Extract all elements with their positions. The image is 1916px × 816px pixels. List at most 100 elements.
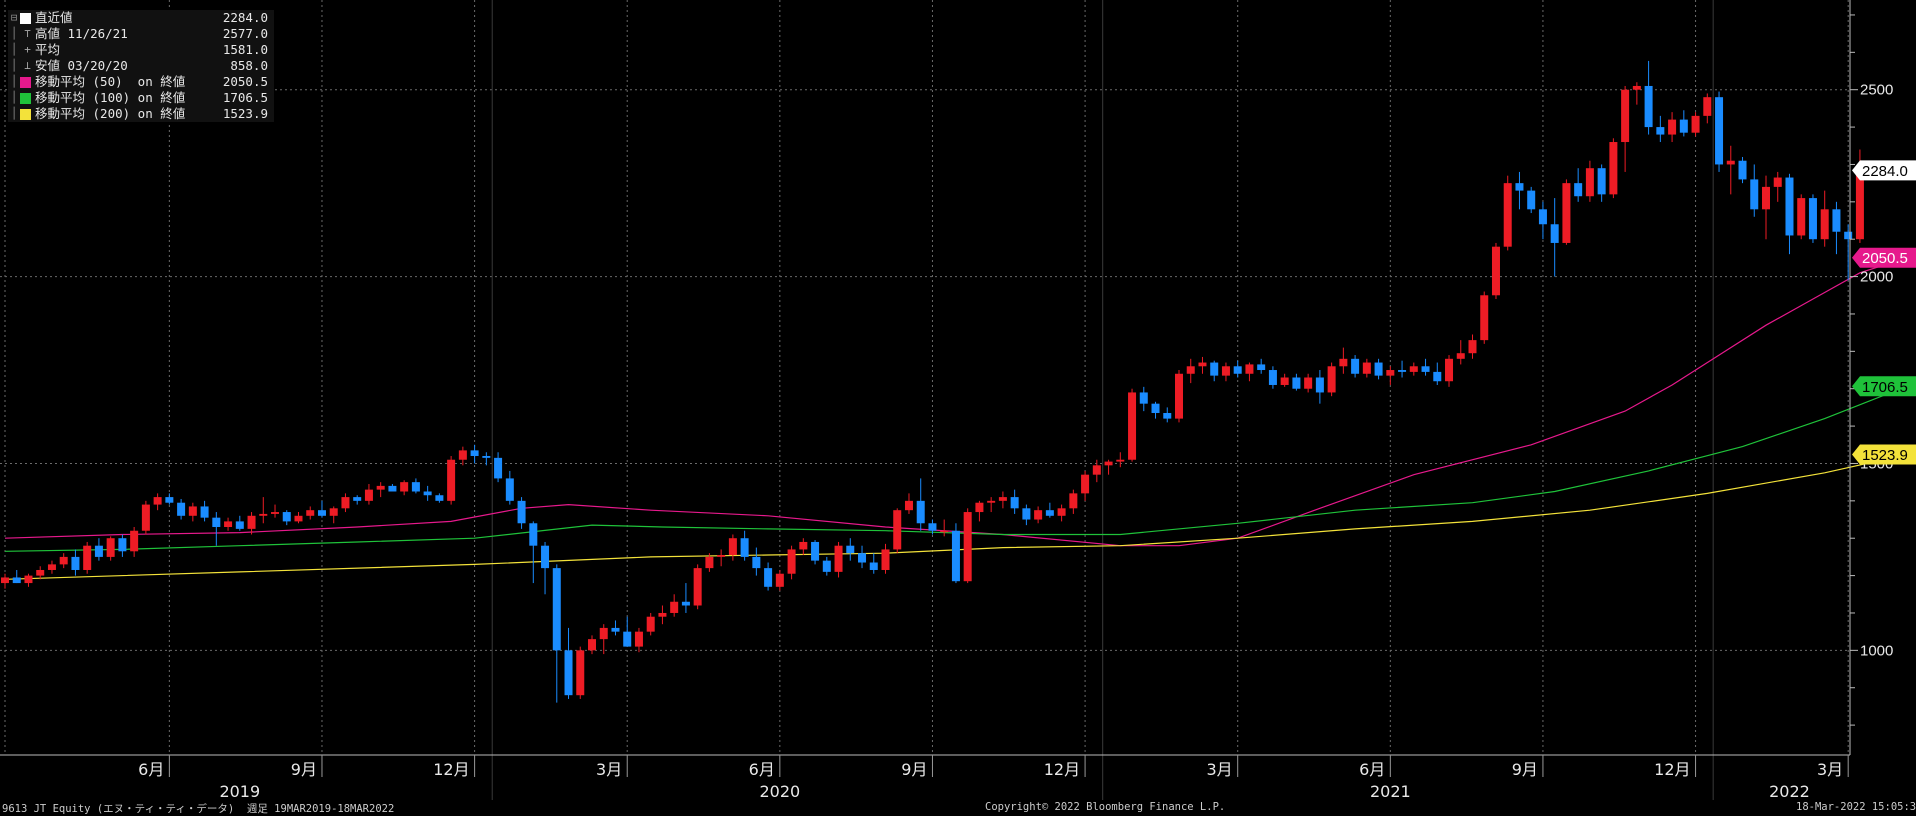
candle xyxy=(963,508,972,584)
candle-body xyxy=(130,530,139,552)
candle xyxy=(1574,168,1583,202)
candle xyxy=(317,500,326,518)
candle-body xyxy=(200,506,209,518)
candle xyxy=(1245,362,1254,382)
candle-body xyxy=(94,545,103,557)
candle xyxy=(1726,145,1735,195)
candle-body xyxy=(376,485,385,490)
candle xyxy=(940,519,949,537)
candle-body xyxy=(1022,508,1031,520)
last-value-tag-bg xyxy=(1852,376,1916,397)
candle xyxy=(282,510,291,526)
x-month-label: 12月 xyxy=(1044,760,1080,779)
candle-body xyxy=(1527,190,1536,210)
high-marker-icon: ⊤ xyxy=(24,27,31,40)
legend-value: 1523.9 xyxy=(222,106,268,121)
candle-body xyxy=(83,545,92,570)
candle xyxy=(59,553,68,569)
candle xyxy=(353,495,362,505)
candle xyxy=(94,538,103,561)
candle-body xyxy=(1081,474,1090,494)
legend-value: 2577.0 xyxy=(222,26,268,41)
candle-body xyxy=(951,530,960,582)
candle-body xyxy=(1715,97,1724,165)
candle xyxy=(576,646,585,699)
candle xyxy=(658,605,667,625)
candle-body xyxy=(916,500,925,524)
candle-body xyxy=(1726,160,1735,165)
candle xyxy=(670,594,679,617)
candle xyxy=(1034,506,1043,524)
candle-body xyxy=(705,556,714,569)
last-value-labels: 2284.0 2050.5 1706.5 1523.9 xyxy=(1852,160,1916,465)
candle xyxy=(646,612,655,636)
candle-body xyxy=(435,495,444,501)
candle xyxy=(1257,358,1266,374)
candle xyxy=(752,547,761,576)
candle-body xyxy=(1433,371,1442,382)
legend-label: 移動平均 (100) on 終値 xyxy=(35,90,186,105)
candle xyxy=(435,493,444,503)
last-value-tag: 2050.5 xyxy=(1852,247,1916,268)
candle-body xyxy=(1221,366,1230,376)
candle-body xyxy=(1315,377,1324,393)
candle xyxy=(47,560,56,574)
candle xyxy=(1221,362,1230,382)
candle-body xyxy=(1057,508,1066,516)
candle-body xyxy=(717,555,726,557)
candle-body xyxy=(1656,127,1665,135)
candle xyxy=(1069,489,1078,514)
candle xyxy=(552,564,561,703)
candle xyxy=(1116,452,1125,468)
candle xyxy=(447,455,456,505)
candle-body xyxy=(329,508,338,516)
candle-body xyxy=(658,612,667,617)
candle xyxy=(1,573,9,589)
x-month-label: 12月 xyxy=(433,760,469,779)
candle xyxy=(1304,373,1313,393)
candle xyxy=(1128,388,1137,462)
candle xyxy=(775,569,784,591)
candle xyxy=(1785,173,1794,255)
candle xyxy=(1679,110,1688,137)
candle-body xyxy=(1092,465,1101,475)
candle-body xyxy=(423,491,432,496)
candle-body xyxy=(1210,362,1219,376)
candle xyxy=(1210,360,1219,382)
candle xyxy=(623,616,632,647)
tree-line-icon: │ xyxy=(10,59,18,72)
candle xyxy=(141,500,150,535)
candle xyxy=(1738,156,1747,184)
candle xyxy=(1597,164,1606,202)
candle-body xyxy=(1621,89,1630,143)
y-tick-label: 1000 xyxy=(1860,642,1893,659)
candle-body xyxy=(1034,510,1043,520)
candle-body xyxy=(341,497,350,509)
collapse-icon[interactable]: ⊟ xyxy=(10,11,18,24)
legend-item: │ ⊤ 高値 11/26/21 2577.0 xyxy=(8,26,268,42)
candle-body xyxy=(1820,209,1829,240)
candle xyxy=(541,541,550,595)
candle-body xyxy=(188,506,197,516)
candle-body xyxy=(1468,340,1477,354)
candle xyxy=(1515,171,1524,210)
candle-body xyxy=(294,515,303,522)
candle-body xyxy=(623,631,632,647)
candle-body xyxy=(36,569,45,576)
last-value-tag-text: 2050.5 xyxy=(1862,250,1908,267)
candle-body xyxy=(59,556,68,565)
candle xyxy=(728,534,737,561)
candle-body xyxy=(1198,362,1207,367)
candle xyxy=(799,538,808,556)
candle-body xyxy=(224,521,233,528)
candle-body xyxy=(1268,370,1277,385)
candle-body xyxy=(1386,370,1395,376)
last-value-tag-text: 1706.5 xyxy=(1862,379,1908,396)
x-month-label: 9月 xyxy=(901,760,927,779)
candle-body xyxy=(1773,177,1782,187)
candle xyxy=(1715,91,1724,172)
candle-body xyxy=(1163,413,1172,419)
candle xyxy=(1844,224,1853,281)
candle-body xyxy=(904,500,913,511)
